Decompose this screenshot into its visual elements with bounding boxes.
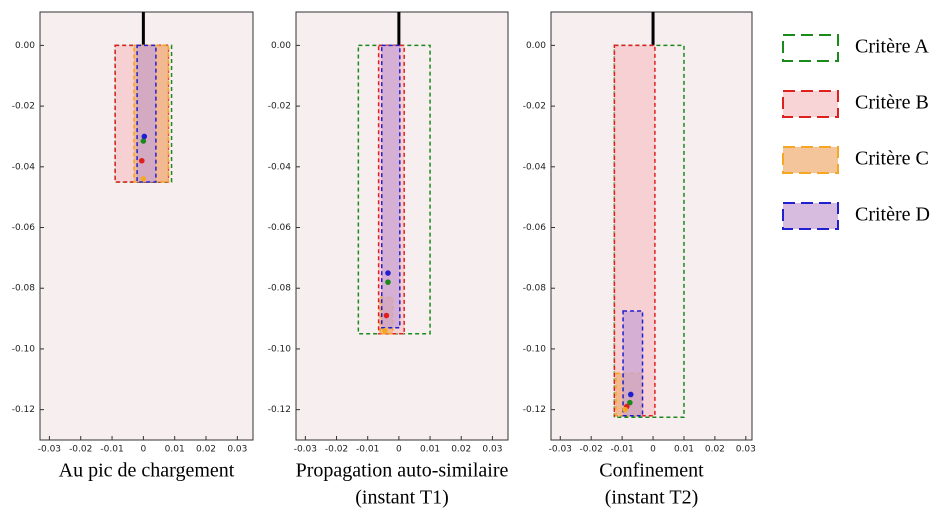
y-tick-label: -0.04 bbox=[12, 162, 36, 172]
legend-label: Critère A bbox=[855, 36, 929, 58]
x-tick-label: 0.01 bbox=[420, 445, 440, 455]
x-tick-label: -0.03 bbox=[549, 445, 572, 455]
x-tick-label: -0.03 bbox=[294, 445, 317, 455]
y-tick-label: -0.08 bbox=[523, 284, 547, 294]
y-tick-label: -0.10 bbox=[12, 344, 36, 354]
panel: -0.03 -0.02 -0.01 0 0.01 0.02 0.03 0.00 -0.02 -0.… bbox=[12, 11, 254, 482]
x-tick-label: 0.02 bbox=[451, 445, 471, 455]
x-tick-label: 0 bbox=[396, 445, 402, 455]
x-axis-label: Propagation auto-similaire bbox=[296, 460, 509, 482]
x-tick-label: 0 bbox=[141, 445, 147, 455]
criterion-box bbox=[622, 310, 644, 417]
x-tick-label: -0.01 bbox=[100, 445, 123, 455]
y-tick-label: -0.02 bbox=[268, 102, 291, 112]
panel: -0.03 -0.02 -0.01 0 0.01 0.02 0.03 0.00 -0.02 -0.… bbox=[268, 11, 509, 509]
panel: -0.03 -0.02 -0.01 0 0.01 0.02 0.03 0.00 -0.02 -0.… bbox=[523, 11, 756, 509]
y-tick-label: -0.08 bbox=[268, 284, 292, 294]
x-tick-label: 0.01 bbox=[674, 445, 694, 455]
legend-swatch bbox=[782, 34, 839, 62]
y-tick-label: -0.08 bbox=[12, 284, 36, 294]
y-tick-label: -0.06 bbox=[268, 223, 292, 233]
y-tick-label: 0.00 bbox=[526, 41, 546, 51]
y-tick-label: -0.12 bbox=[268, 405, 291, 415]
x-axis-label: (instant T1) bbox=[355, 487, 449, 509]
criterion-point bbox=[141, 133, 148, 140]
y-tick-label: -0.04 bbox=[268, 162, 292, 172]
x-axis-label: Au pic de chargement bbox=[59, 460, 235, 482]
x-tick-label: 0.03 bbox=[227, 445, 247, 455]
y-tick-label: -0.06 bbox=[12, 223, 36, 233]
y-tick-label: 0.00 bbox=[15, 41, 35, 51]
criterion-point bbox=[385, 270, 391, 276]
y-tick-label: -0.04 bbox=[523, 162, 547, 172]
x-tick-label: -0.01 bbox=[356, 445, 379, 455]
criterion-point bbox=[383, 312, 390, 319]
legend-swatch bbox=[782, 146, 839, 174]
x-tick-label: -0.02 bbox=[69, 445, 92, 455]
criterion-point bbox=[382, 327, 388, 334]
criterion-box bbox=[136, 44, 157, 183]
criterion-box bbox=[380, 44, 401, 329]
y-tick-label: -0.12 bbox=[12, 405, 35, 415]
y-tick-label: -0.12 bbox=[523, 405, 546, 415]
y-tick-label: -0.02 bbox=[523, 102, 546, 112]
legend-swatch bbox=[782, 202, 839, 230]
legend-label: Critère B bbox=[855, 92, 929, 114]
legend-swatch bbox=[782, 90, 839, 118]
x-tick-label: 0.01 bbox=[165, 445, 185, 455]
legend-label: Critère C bbox=[855, 148, 929, 170]
x-tick-label: -0.01 bbox=[610, 445, 633, 455]
x-tick-label: 0.03 bbox=[482, 445, 502, 455]
y-tick-label: 0.00 bbox=[271, 41, 291, 51]
x-tick-label: 0.02 bbox=[196, 445, 216, 455]
x-tick-label: 0 bbox=[650, 445, 656, 455]
x-axis-label: (instant T2) bbox=[605, 487, 699, 509]
x-tick-label: -0.02 bbox=[580, 445, 603, 455]
y-tick-label: -0.10 bbox=[523, 344, 547, 354]
criterion-point bbox=[385, 279, 391, 285]
x-tick-label: -0.02 bbox=[325, 445, 348, 455]
criterion-point bbox=[622, 406, 629, 413]
y-tick-label: -0.10 bbox=[268, 344, 292, 354]
y-tick-label: -0.06 bbox=[523, 223, 547, 233]
x-tick-label: -0.03 bbox=[38, 445, 61, 455]
criterion-point bbox=[139, 157, 145, 164]
criterion-point bbox=[627, 399, 633, 406]
criterion-point bbox=[140, 138, 147, 144]
x-tick-label: 0.02 bbox=[705, 445, 725, 455]
x-axis-label: Confinement bbox=[599, 460, 704, 482]
criterion-point bbox=[140, 176, 147, 182]
x-tick-label: 0.03 bbox=[736, 445, 756, 455]
y-tick-label: -0.02 bbox=[12, 102, 35, 112]
criterion-point bbox=[627, 391, 634, 398]
legend-label: Critère D bbox=[855, 204, 930, 226]
